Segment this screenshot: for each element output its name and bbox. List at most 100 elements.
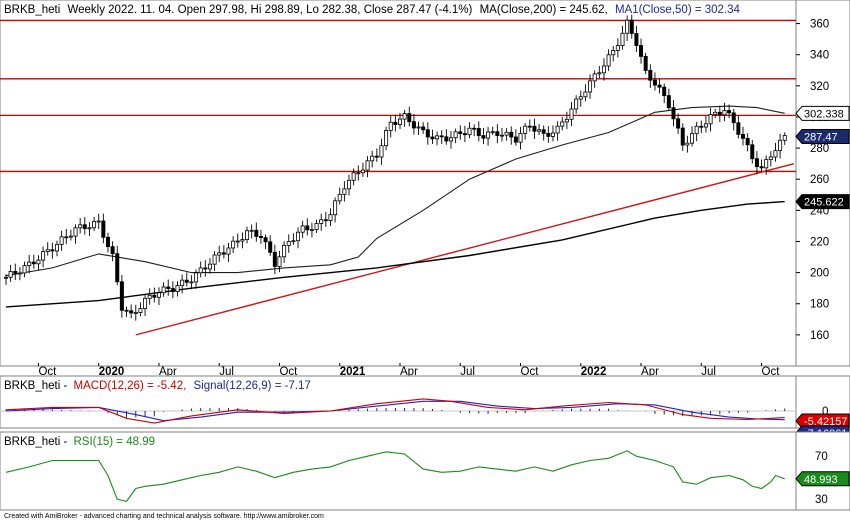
candle-body xyxy=(611,49,616,56)
x-tick-label: Oct xyxy=(521,366,540,378)
price-candle xyxy=(235,233,240,248)
candle-body xyxy=(41,251,46,261)
price-candle xyxy=(101,213,106,244)
candle-body xyxy=(68,235,73,238)
price-candle xyxy=(323,211,328,227)
candle-body xyxy=(82,224,87,229)
candle-body xyxy=(31,261,36,265)
price-candle xyxy=(458,125,463,140)
candle-body xyxy=(96,220,101,223)
price-candle xyxy=(180,274,185,294)
x-tick-label: 2021 xyxy=(340,366,366,378)
price-candle xyxy=(727,104,732,119)
price-candle xyxy=(356,165,361,181)
candle-body xyxy=(147,294,152,299)
ma50-badge-shape xyxy=(795,105,850,121)
price-candle xyxy=(601,58,606,81)
price-candle xyxy=(328,208,333,227)
price-candle xyxy=(268,235,273,256)
price-candle xyxy=(73,224,78,244)
candle-body xyxy=(430,136,435,140)
price-candle xyxy=(472,124,477,137)
candle-body xyxy=(490,131,495,134)
price-candle xyxy=(17,267,22,281)
candle-body xyxy=(583,91,588,98)
candle-body xyxy=(212,254,217,265)
candle-body xyxy=(722,110,727,116)
price-candle xyxy=(578,90,583,107)
price-candle xyxy=(495,124,500,144)
candle-body xyxy=(699,125,704,128)
price-candle xyxy=(305,218,310,236)
candle-body xyxy=(578,96,583,100)
candle-body xyxy=(453,131,458,139)
candle-body xyxy=(476,128,481,136)
macd-lines xyxy=(5,398,785,424)
price-candle xyxy=(481,127,486,145)
candle-body xyxy=(634,33,639,46)
candle-body xyxy=(194,272,199,283)
price-candle xyxy=(666,88,671,112)
candle-body xyxy=(703,123,708,128)
candle-body xyxy=(374,155,379,158)
candle-body xyxy=(555,125,560,134)
candle-body xyxy=(694,125,699,135)
price-candle xyxy=(518,126,523,150)
candle-body xyxy=(347,179,352,190)
price-candle xyxy=(625,15,630,41)
price-candle xyxy=(402,109,407,127)
price-candle xyxy=(96,213,101,229)
candle-body xyxy=(351,172,356,181)
rsi-value-badges: 48.993 xyxy=(795,471,850,487)
rsi-pane[interactable]: 705030 48.993 BRKB_heti - RSI(15) = 48.9… xyxy=(0,431,850,511)
price-candle xyxy=(546,126,551,143)
candle-body xyxy=(499,134,504,137)
price-candle xyxy=(541,125,546,141)
price-candle xyxy=(768,151,773,167)
ma50-badge: 302.338 xyxy=(795,105,850,121)
candle-body xyxy=(217,252,222,256)
price-candle xyxy=(407,106,412,127)
candle-body xyxy=(444,136,449,142)
candle-body xyxy=(4,276,9,279)
price-candle xyxy=(36,255,41,271)
price-candle xyxy=(258,229,263,244)
candle-body xyxy=(166,286,171,289)
price-candle xyxy=(4,274,9,286)
price-candle xyxy=(217,245,222,263)
price-candle xyxy=(648,64,653,88)
price-candle xyxy=(662,83,667,104)
candle-body xyxy=(504,131,509,136)
price-candle xyxy=(425,122,430,145)
price-candle xyxy=(309,222,314,238)
y-tick-label: 280 xyxy=(810,143,829,155)
candle-body xyxy=(680,127,685,146)
candle-body xyxy=(666,95,671,109)
price-candle xyxy=(82,217,87,235)
candle-body xyxy=(143,297,148,310)
candle-body xyxy=(643,56,648,71)
candle-body xyxy=(101,220,106,238)
candle-body xyxy=(78,224,83,229)
candle-body xyxy=(754,158,759,168)
rsi-path xyxy=(5,450,785,503)
candle-body xyxy=(601,65,606,74)
price-candle xyxy=(115,246,120,286)
price-candle xyxy=(676,113,681,134)
price-candle xyxy=(416,121,421,136)
price-candle xyxy=(13,263,18,280)
price-candle xyxy=(64,229,69,245)
signal-path xyxy=(5,400,785,422)
candle-body xyxy=(615,45,620,51)
macd-pane[interactable]: 0 -5.42157-7.16861 BRKB_heti - MACD(12,2… xyxy=(0,375,850,441)
candle-body xyxy=(597,72,602,75)
price-candle xyxy=(560,116,565,131)
candle-body xyxy=(379,145,384,158)
candle-body xyxy=(759,166,764,169)
candle-body xyxy=(629,19,634,34)
price-candle xyxy=(643,52,648,75)
candle-body xyxy=(588,80,593,93)
price-pane[interactable]: 360340320300280260240220200180160 Oct202… xyxy=(0,0,850,378)
rsi-axis xyxy=(795,431,850,511)
candle-body xyxy=(523,125,528,134)
